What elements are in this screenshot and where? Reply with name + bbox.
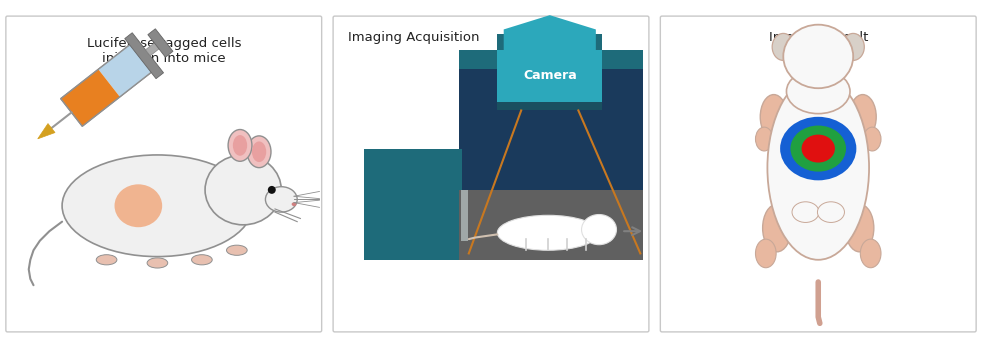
Polygon shape <box>497 50 602 104</box>
FancyBboxPatch shape <box>333 16 649 332</box>
Ellipse shape <box>780 117 856 180</box>
Ellipse shape <box>247 136 271 168</box>
Ellipse shape <box>760 95 788 139</box>
Text: Imaging Result: Imaging Result <box>769 31 868 44</box>
Polygon shape <box>504 15 596 50</box>
Ellipse shape <box>792 202 819 222</box>
Ellipse shape <box>268 186 276 194</box>
FancyBboxPatch shape <box>461 190 467 241</box>
Text: Luciferase-tagged cells
injection into mice: Luciferase-tagged cells injection into m… <box>86 37 241 65</box>
Ellipse shape <box>817 202 845 222</box>
Ellipse shape <box>205 155 281 225</box>
FancyBboxPatch shape <box>460 190 643 260</box>
Polygon shape <box>145 42 160 56</box>
Ellipse shape <box>233 135 247 156</box>
Ellipse shape <box>842 33 864 61</box>
Ellipse shape <box>292 202 297 206</box>
FancyBboxPatch shape <box>460 50 643 69</box>
Ellipse shape <box>863 127 881 151</box>
Ellipse shape <box>849 95 876 139</box>
FancyBboxPatch shape <box>660 16 976 332</box>
FancyBboxPatch shape <box>460 50 643 190</box>
Polygon shape <box>98 44 152 97</box>
Ellipse shape <box>755 127 773 151</box>
Ellipse shape <box>860 239 881 268</box>
Ellipse shape <box>784 25 853 88</box>
Ellipse shape <box>581 214 617 245</box>
Ellipse shape <box>755 239 776 268</box>
Ellipse shape <box>772 33 794 61</box>
Ellipse shape <box>228 129 252 161</box>
FancyBboxPatch shape <box>364 149 463 260</box>
Ellipse shape <box>763 204 791 252</box>
Polygon shape <box>61 69 120 126</box>
Polygon shape <box>148 29 173 57</box>
Ellipse shape <box>497 215 599 250</box>
FancyBboxPatch shape <box>497 102 602 110</box>
Ellipse shape <box>191 255 212 265</box>
Ellipse shape <box>227 245 247 255</box>
Ellipse shape <box>265 187 298 212</box>
Text: Camera: Camera <box>522 69 576 82</box>
Text: Imaging Acquisition: Imaging Acquisition <box>348 31 479 44</box>
FancyBboxPatch shape <box>6 16 322 332</box>
Polygon shape <box>497 34 602 50</box>
Ellipse shape <box>846 204 874 252</box>
Ellipse shape <box>252 141 266 162</box>
Polygon shape <box>37 124 55 139</box>
Ellipse shape <box>115 184 162 227</box>
Ellipse shape <box>147 258 168 268</box>
Ellipse shape <box>791 126 846 172</box>
Polygon shape <box>125 33 164 79</box>
Ellipse shape <box>767 76 869 260</box>
Ellipse shape <box>801 135 835 163</box>
Ellipse shape <box>96 255 117 265</box>
Ellipse shape <box>62 155 252 256</box>
Ellipse shape <box>787 69 850 114</box>
